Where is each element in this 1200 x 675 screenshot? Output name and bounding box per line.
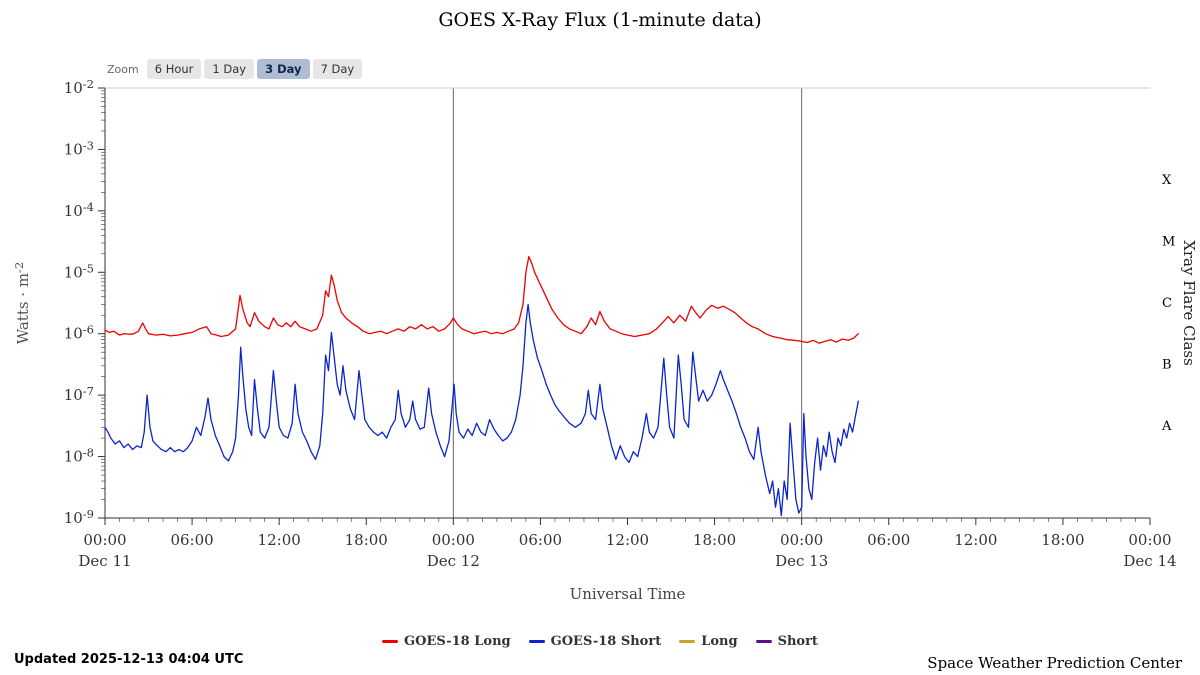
svg-text:10-3: 10-3 bbox=[64, 138, 94, 158]
svg-text:18:00: 18:00 bbox=[345, 531, 388, 549]
svg-text:X: X bbox=[1162, 173, 1172, 188]
svg-text:M: M bbox=[1162, 235, 1175, 250]
svg-text:06:00: 06:00 bbox=[867, 531, 910, 549]
legend-label: GOES-18 Short bbox=[550, 634, 662, 649]
legend-label: Short bbox=[777, 634, 818, 649]
legend-item-goes18-short[interactable]: GOES-18 Short bbox=[528, 634, 662, 649]
flare-class-labels: X M C B A bbox=[1161, 173, 1175, 434]
x-axis-ticks: 00:00 06:00 12:00 18:00 00:00 06:00 12:00 18:00… bbox=[83, 518, 1172, 549]
svg-text:12:00: 12:00 bbox=[258, 531, 301, 549]
svg-text:C: C bbox=[1162, 296, 1172, 311]
updated-timestamp: Updated 2025-12-13 04:04 UTC bbox=[14, 652, 244, 667]
x-axis-minor-ticks bbox=[119, 518, 1136, 522]
svg-text:00:00: 00:00 bbox=[432, 531, 475, 549]
svg-text:10-8: 10-8 bbox=[64, 446, 94, 466]
y-axis-title: Watts · m-2 bbox=[12, 262, 32, 345]
svg-text:00:00: 00:00 bbox=[780, 531, 823, 549]
legend: GOES-18 Long GOES-18 Short Long Short bbox=[0, 634, 1200, 649]
svg-text:Dec 11: Dec 11 bbox=[78, 552, 131, 570]
legend-label: GOES-18 Long bbox=[404, 634, 511, 649]
svg-text:06:00: 06:00 bbox=[170, 531, 213, 549]
svg-text:06:00: 06:00 bbox=[519, 531, 562, 549]
svg-text:12:00: 12:00 bbox=[954, 531, 997, 549]
zoom-label: Zoom bbox=[107, 62, 139, 76]
zoom-6hour-button[interactable]: 6 Hour bbox=[146, 59, 202, 79]
svg-text:Dec 12: Dec 12 bbox=[427, 552, 480, 570]
legend-swatch-goes18-short bbox=[528, 640, 545, 643]
svg-text:Dec 14: Dec 14 bbox=[1123, 552, 1176, 570]
legend-label: Long bbox=[701, 634, 738, 649]
legend-swatch-short bbox=[755, 640, 772, 643]
zoom-3day-button[interactable]: 3 Day bbox=[257, 59, 310, 79]
credit-text: Space Weather Prediction Center bbox=[927, 654, 1182, 672]
chart-title: GOES X-Ray Flux (1-minute data) bbox=[438, 9, 762, 31]
svg-text:18:00: 18:00 bbox=[1041, 531, 1084, 549]
svg-text:10-4: 10-4 bbox=[64, 200, 94, 220]
legend-swatch-long bbox=[679, 640, 696, 643]
svg-text:00:00: 00:00 bbox=[1128, 531, 1171, 549]
zoom-7day-button[interactable]: 7 Day bbox=[312, 59, 363, 79]
zoom-1day-button[interactable]: 1 Day bbox=[204, 59, 255, 79]
x-axis-title: Universal Time bbox=[570, 585, 686, 603]
svg-text:12:00: 12:00 bbox=[606, 531, 649, 549]
svg-text:10-6: 10-6 bbox=[64, 323, 94, 343]
series-goes-18-long bbox=[104, 255, 859, 344]
legend-swatch-goes18-long bbox=[382, 640, 399, 643]
zoom-controls: Zoom 6 Hour 1 Day 3 Day 7 Day bbox=[107, 59, 365, 79]
y-axis-minor-ticks bbox=[101, 90, 105, 500]
svg-text:Dec 13: Dec 13 bbox=[775, 552, 828, 570]
legend-item-goes18-long[interactable]: GOES-18 Long bbox=[382, 634, 511, 649]
x-axis-day-labels: Dec 11 Dec 12 Dec 13 Dec 14 bbox=[78, 552, 1176, 570]
right-axis-title: Xray Flare Class bbox=[1180, 240, 1198, 366]
svg-text:A: A bbox=[1161, 419, 1172, 434]
svg-text:18:00: 18:00 bbox=[693, 531, 736, 549]
svg-text:10-2: 10-2 bbox=[64, 77, 94, 97]
svg-text:10-9: 10-9 bbox=[64, 507, 94, 527]
legend-item-long[interactable]: Long bbox=[679, 634, 738, 649]
series-goes-18-short bbox=[104, 303, 859, 517]
svg-text:00:00: 00:00 bbox=[83, 531, 126, 549]
y-axis-ticks: 10-2 10-3 10-4 10-5 10-6 10-7 10-8 10-9 bbox=[64, 77, 105, 527]
svg-text:10-7: 10-7 bbox=[64, 384, 94, 404]
svg-text:B: B bbox=[1162, 357, 1172, 372]
svg-text:10-5: 10-5 bbox=[64, 261, 94, 281]
legend-item-short[interactable]: Short bbox=[755, 634, 818, 649]
